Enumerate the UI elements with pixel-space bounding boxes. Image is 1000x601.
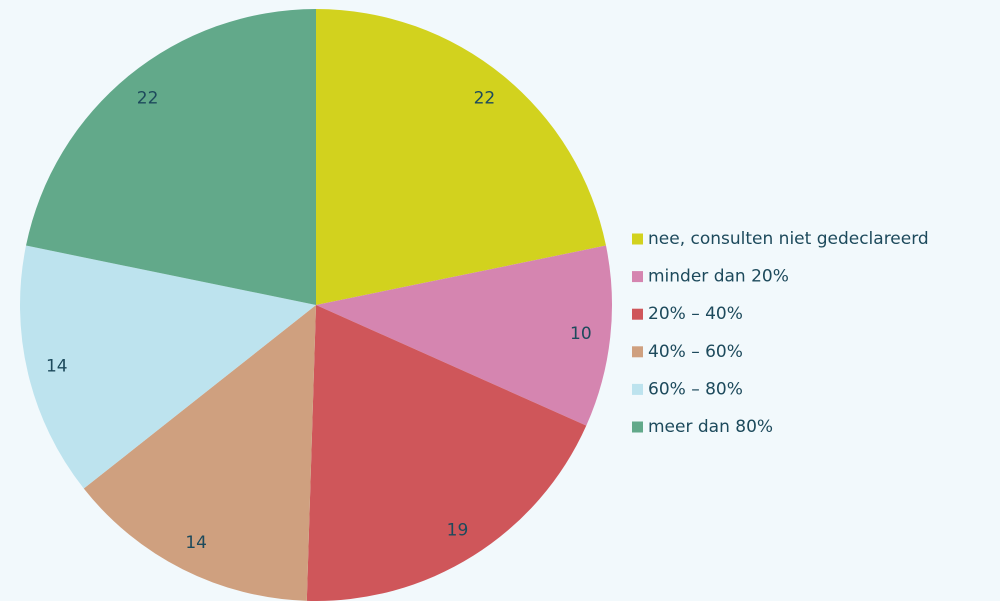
legend-swatch bbox=[632, 271, 643, 283]
pie-slice bbox=[26, 9, 316, 305]
legend-swatch bbox=[632, 383, 643, 395]
legend-swatch bbox=[632, 233, 643, 245]
legend-swatch bbox=[632, 346, 643, 358]
pie-slice bbox=[306, 305, 587, 601]
pie-slice bbox=[316, 245, 612, 426]
data-label: 10 bbox=[570, 324, 592, 344]
legend-label: 60% – 80% bbox=[648, 379, 743, 399]
pie-slice bbox=[83, 305, 316, 601]
data-label: 14 bbox=[46, 357, 68, 377]
pie-slice bbox=[316, 9, 606, 305]
legend-label: meer dan 80% bbox=[648, 417, 773, 437]
data-label: 22 bbox=[474, 89, 496, 109]
legend-label: nee, consulten niet gedeclareerd bbox=[648, 229, 929, 249]
data-label: 22 bbox=[137, 89, 159, 109]
data-label: 14 bbox=[185, 533, 207, 553]
legend-swatch bbox=[632, 308, 643, 320]
pie-slice bbox=[19, 245, 316, 489]
legend-label: minder dan 20% bbox=[648, 267, 789, 287]
legend-label: 40% – 60% bbox=[648, 342, 743, 362]
legend-label: 20% – 40% bbox=[648, 304, 743, 324]
legend-swatch bbox=[632, 421, 643, 433]
data-label: 19 bbox=[447, 521, 469, 541]
